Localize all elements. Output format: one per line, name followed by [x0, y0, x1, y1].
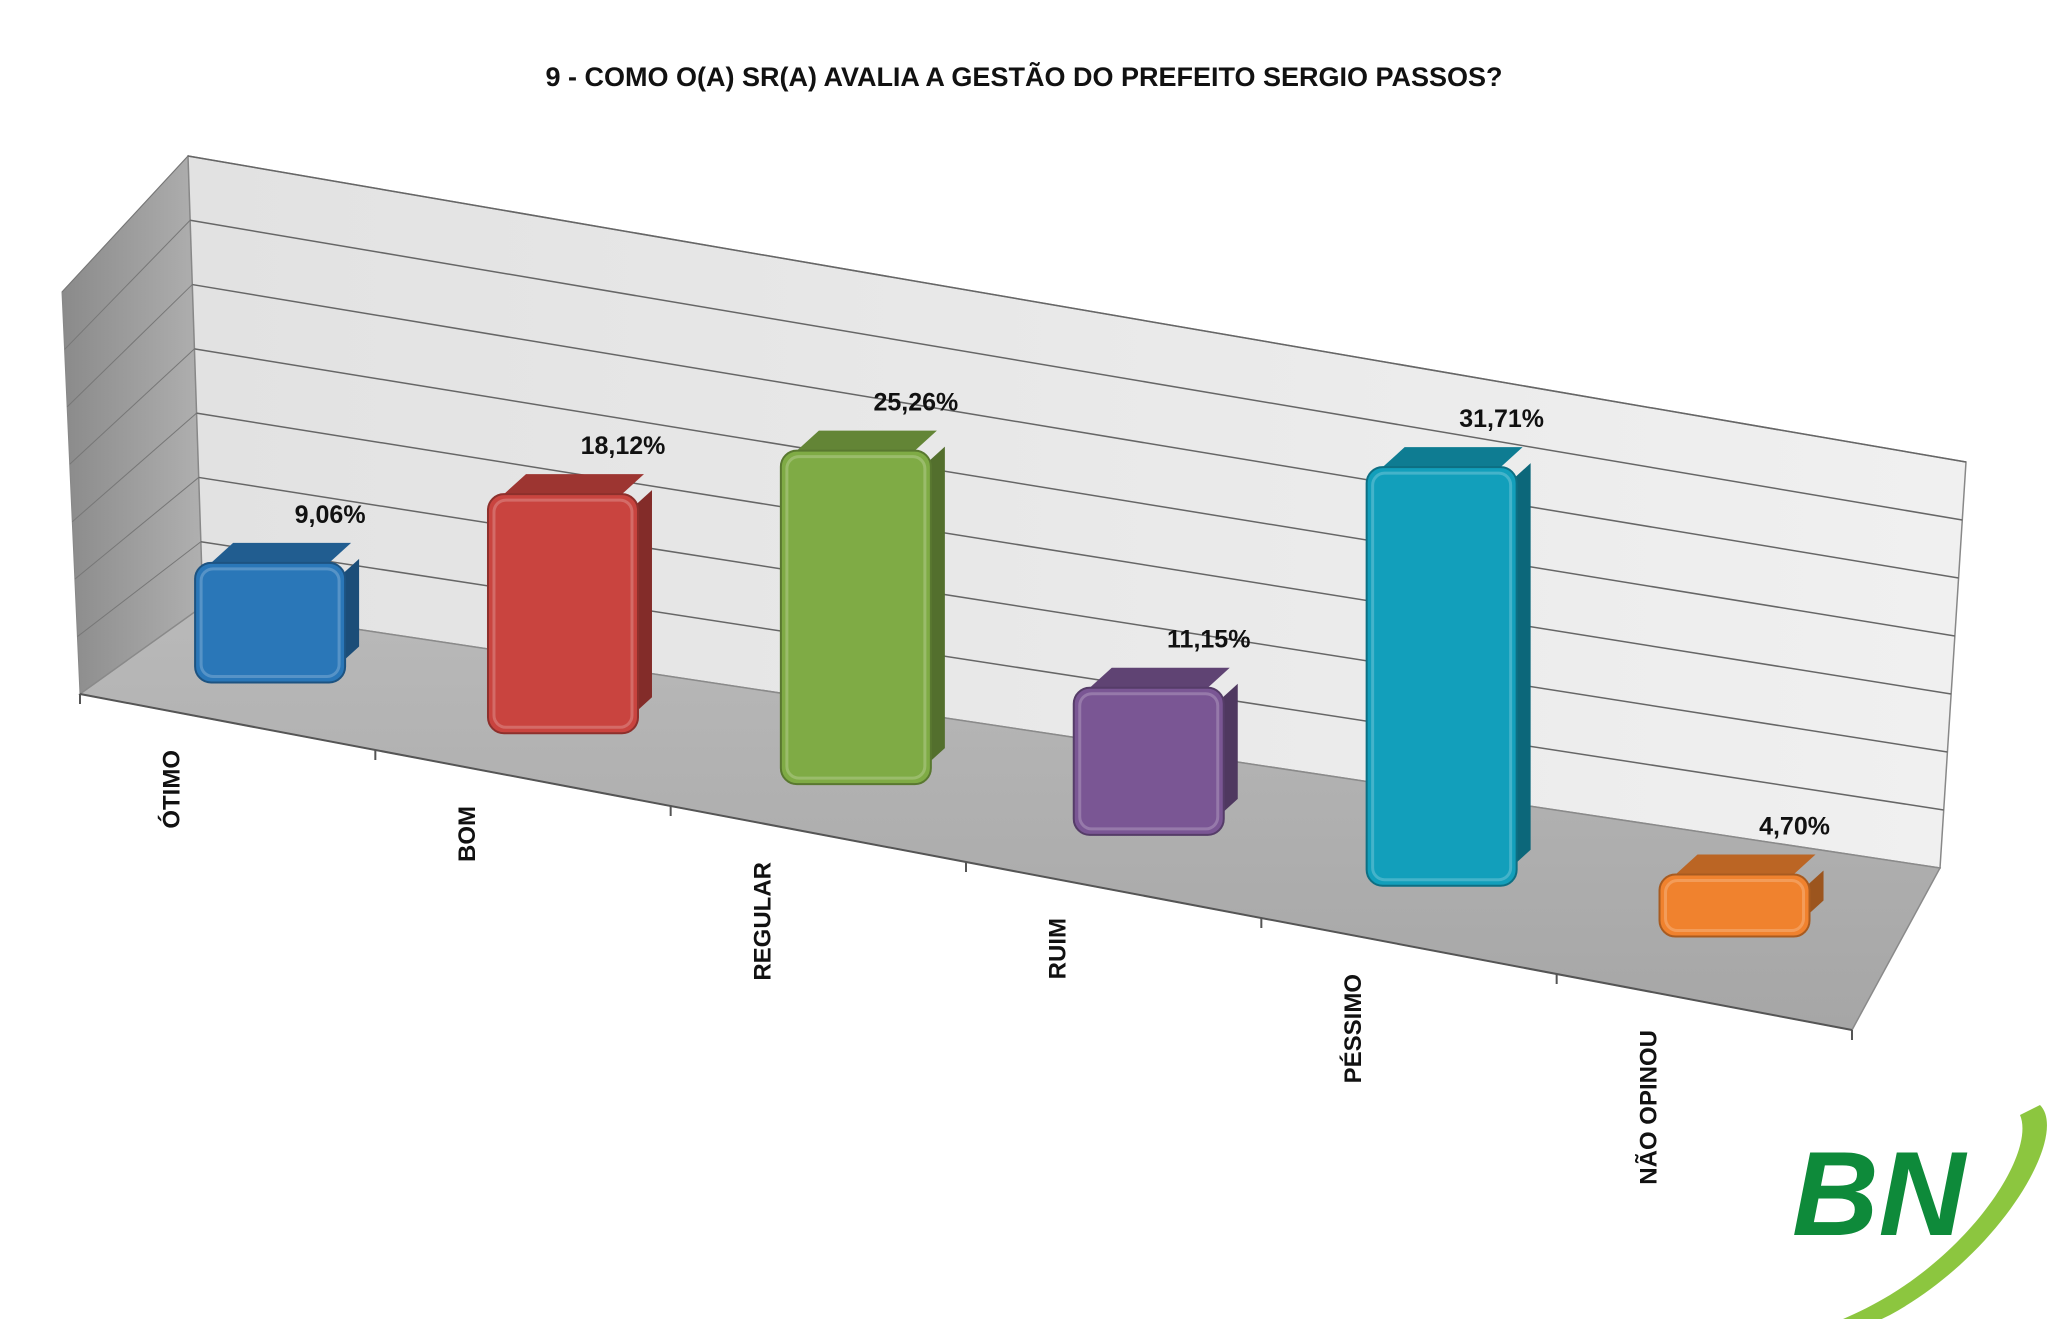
bar-front — [779, 449, 932, 786]
data-label: 9,06% — [295, 501, 366, 529]
bar-front — [1072, 686, 1225, 836]
gridline-left-wall — [71, 412, 197, 523]
bar-2 — [486, 474, 652, 735]
gridline-left-wall — [61, 155, 189, 293]
category-label: REGULAR — [749, 862, 776, 981]
gridline — [187, 155, 1967, 463]
category-label: BOM — [454, 806, 481, 862]
bars — [194, 430, 1824, 938]
category-label: ÓTIMO — [158, 750, 186, 829]
data-label: 31,71% — [1459, 405, 1544, 433]
bar-front — [194, 561, 347, 684]
bar-top — [503, 474, 644, 495]
bar-1 — [194, 542, 360, 684]
gridline-left-wall — [69, 348, 195, 465]
bar-4 — [1072, 667, 1238, 836]
category-label: RUIM — [1045, 918, 1072, 979]
gridline — [190, 219, 1963, 521]
data-labels: 9,06% 18,12% 25,26% 11,15% 31,71% 4,70% — [295, 389, 1830, 841]
bar-highlight — [1664, 879, 1806, 933]
bar-highlight — [492, 498, 634, 729]
gridline-left-wall — [77, 541, 202, 637]
chart-title: 9 - COMO O(A) SR(A) AVALIA A GESTÃO DO P… — [545, 61, 1502, 92]
data-label: 4,70% — [1759, 813, 1830, 841]
bar-highlight — [1371, 471, 1513, 882]
bar-highlight — [199, 567, 341, 678]
bar-5 — [1365, 447, 1531, 887]
category-label: NÃO OPINOU — [1634, 1030, 1662, 1185]
logo-swoosh — [1842, 1105, 2047, 1319]
bar-3 — [779, 430, 945, 786]
data-label: 11,15% — [1167, 626, 1250, 654]
bar-front — [486, 493, 639, 735]
category-labels: ÓTIMO BOM REGULAR RUIM PÉSSIMO NÃO OPINOU — [158, 750, 1663, 1185]
logo-text: BN — [1792, 1127, 1968, 1261]
bar-top — [1675, 854, 1816, 875]
bar-front — [1658, 873, 1811, 938]
gridline — [192, 283, 1959, 579]
bar-highlight — [1078, 692, 1220, 831]
gridline-left-wall — [66, 284, 193, 408]
bar-top — [796, 430, 937, 451]
gridline-left-wall — [64, 219, 191, 350]
bar-top — [1089, 667, 1230, 688]
category-label: PÉSSIMO — [1339, 974, 1367, 1083]
bar-top — [1382, 447, 1523, 468]
gridline-left-wall — [74, 477, 200, 580]
gridline — [196, 412, 1952, 695]
bn-logo: BN — [1792, 1105, 2047, 1319]
x-axis-ticks — [79, 694, 1853, 1040]
left-wall — [61, 154, 204, 695]
data-label: 25,26% — [873, 389, 958, 417]
data-label: 18,12% — [581, 432, 666, 460]
bar-top — [211, 542, 352, 563]
gridline — [194, 348, 1955, 637]
bar-highlight — [785, 455, 927, 780]
gridlines — [61, 155, 1967, 811]
bar-front — [1365, 466, 1518, 887]
bar-6 — [1658, 854, 1824, 938]
